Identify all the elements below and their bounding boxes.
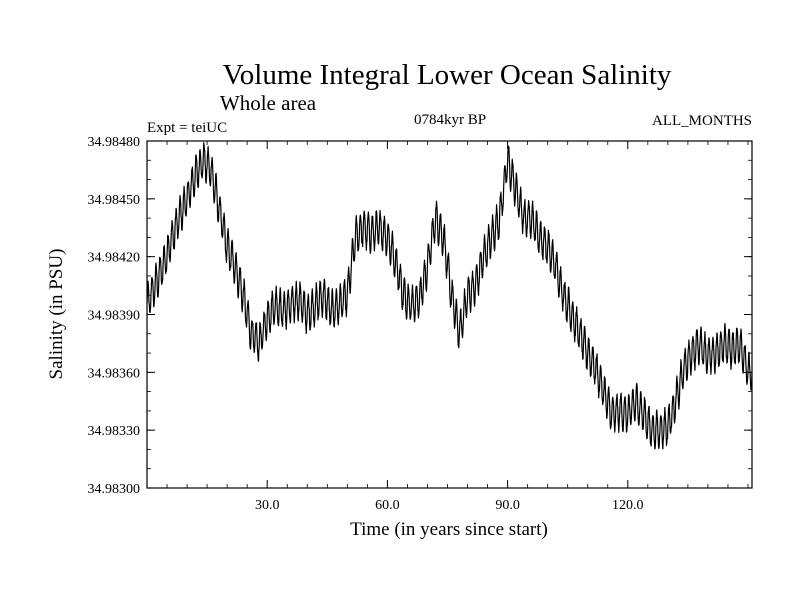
chart-subtitle: Whole area bbox=[220, 91, 317, 115]
x-tick-label: 30.0 bbox=[255, 498, 280, 513]
y-tick-label: 34.98390 bbox=[88, 309, 141, 324]
y-tick-label: 34.98330 bbox=[88, 424, 141, 439]
y-tick-label: 34.98420 bbox=[88, 251, 141, 266]
y-tick-label: 34.98450 bbox=[88, 193, 141, 208]
y-tick-label: 34.98480 bbox=[88, 135, 141, 150]
experiment-label: Expt = teiUC bbox=[147, 120, 227, 136]
x-axis-ticks: 30.0 60.0 90.0 120.0 bbox=[166, 141, 749, 513]
plot-frame bbox=[146, 140, 753, 489]
x-tick-label: 90.0 bbox=[495, 498, 520, 513]
months-label: ALL_MONTHS bbox=[652, 113, 752, 129]
x-tick-label: 60.0 bbox=[375, 498, 400, 513]
x-tick-label: 120.0 bbox=[612, 498, 644, 513]
y-tick-label: 34.98300 bbox=[88, 482, 141, 497]
y-tick-label: 34.98360 bbox=[88, 366, 141, 381]
series-layer bbox=[146, 142, 753, 450]
chart-title: Volume Integral Lower Ocean Salinity bbox=[223, 59, 672, 91]
period-label: 0784kyr BP bbox=[414, 112, 486, 128]
x-axis-label: Time (in years since start) bbox=[350, 519, 548, 540]
series-line-salinity bbox=[146, 142, 753, 450]
y-axis-label: Salinity (in PSU) bbox=[46, 249, 67, 380]
